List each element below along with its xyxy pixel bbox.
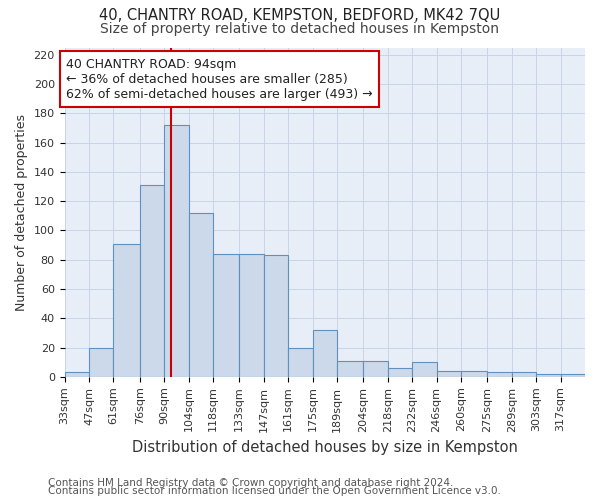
Bar <box>188 213 213 377</box>
Bar <box>164 125 188 377</box>
Bar <box>65 372 89 377</box>
Bar <box>437 371 461 377</box>
Bar <box>313 330 337 377</box>
Bar <box>239 254 263 377</box>
Bar <box>113 244 140 377</box>
Bar <box>288 348 313 377</box>
Bar <box>461 371 487 377</box>
Y-axis label: Number of detached properties: Number of detached properties <box>15 114 28 310</box>
Text: Contains public sector information licensed under the Open Government Licence v3: Contains public sector information licen… <box>48 486 501 496</box>
Bar <box>487 372 512 377</box>
X-axis label: Distribution of detached houses by size in Kempston: Distribution of detached houses by size … <box>132 440 518 455</box>
Bar <box>140 185 164 377</box>
Text: 40, CHANTRY ROAD, KEMPSTON, BEDFORD, MK42 7QU: 40, CHANTRY ROAD, KEMPSTON, BEDFORD, MK4… <box>100 8 500 22</box>
Bar <box>363 360 388 377</box>
Bar <box>388 368 412 377</box>
Bar <box>412 362 437 377</box>
Bar <box>337 360 363 377</box>
Text: 40 CHANTRY ROAD: 94sqm
← 36% of detached houses are smaller (285)
62% of semi-de: 40 CHANTRY ROAD: 94sqm ← 36% of detached… <box>66 58 373 100</box>
Bar <box>560 374 585 377</box>
Bar <box>263 256 288 377</box>
Text: Size of property relative to detached houses in Kempston: Size of property relative to detached ho… <box>101 22 499 36</box>
Text: Contains HM Land Registry data © Crown copyright and database right 2024.: Contains HM Land Registry data © Crown c… <box>48 478 454 488</box>
Bar <box>89 348 113 377</box>
Bar <box>512 372 536 377</box>
Bar <box>213 254 239 377</box>
Bar <box>536 374 560 377</box>
